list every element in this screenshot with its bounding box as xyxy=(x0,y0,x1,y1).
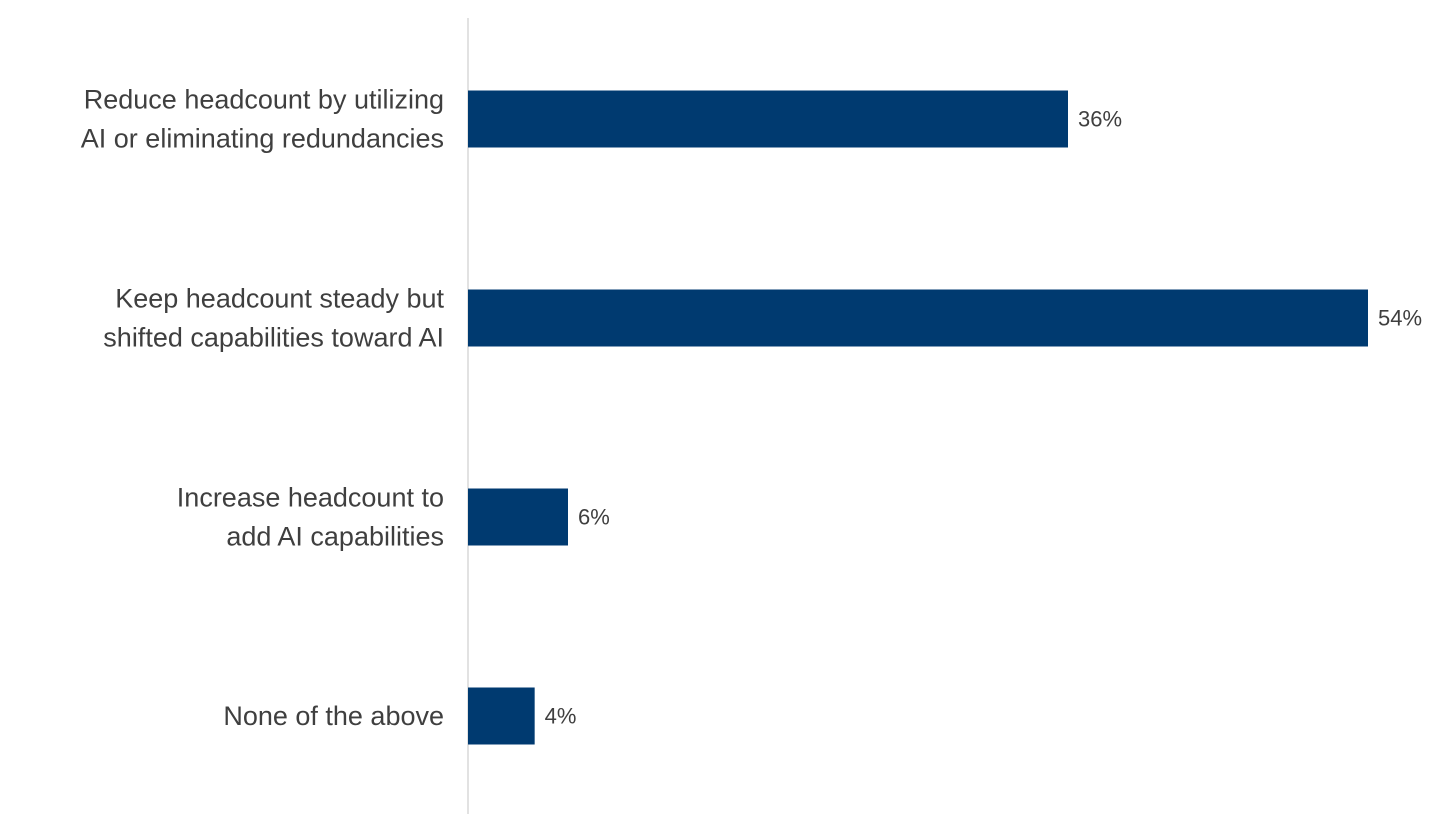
value-label-3: 6% xyxy=(578,505,610,530)
category-label-line: Reduce headcount by utilizing xyxy=(84,85,444,115)
bar-3 xyxy=(468,488,568,546)
category-label-line: add AI capabilities xyxy=(226,522,444,552)
category-label-line: Increase headcount to xyxy=(177,483,444,513)
category-label-1: Reduce headcount by utilizing AI or elimi… xyxy=(81,85,444,154)
category-label-line: AI or eliminating redundancies xyxy=(81,124,444,154)
category-label-4: None of the above xyxy=(223,701,444,731)
category-label-line: Keep headcount steady but xyxy=(115,284,444,314)
value-label-2: 54% xyxy=(1378,306,1422,331)
bar-1 xyxy=(468,90,1068,148)
category-label-3: Increase headcount to add AI capabilities xyxy=(177,483,444,552)
bars-group xyxy=(468,90,1368,745)
category-labels-group: Reduce headcount by utilizing AI or elimi… xyxy=(81,85,445,732)
bar-2 xyxy=(468,289,1368,347)
value-label-1: 36% xyxy=(1078,107,1122,132)
category-label-line: shifted capabilities toward AI xyxy=(103,323,444,353)
category-label-2: Keep headcount steady but shifted capabil… xyxy=(103,284,444,353)
category-label-line: None of the above xyxy=(223,701,444,731)
value-label-4: 4% xyxy=(545,704,577,729)
value-labels-group: 36% 54% 6% 4% xyxy=(545,107,1422,729)
bar-4 xyxy=(468,687,535,745)
